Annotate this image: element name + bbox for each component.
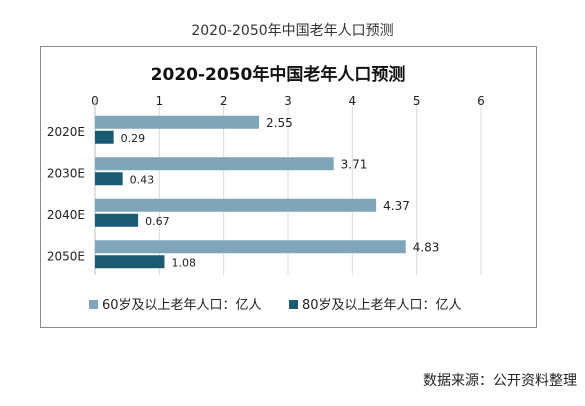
bar: [95, 115, 260, 129]
bar: [95, 172, 123, 186]
legend-swatch: [289, 300, 298, 309]
bar: [95, 213, 139, 227]
x-tick-label: 3: [284, 94, 292, 108]
legend-swatch: [89, 300, 98, 309]
legend-label: 60岁及以上老年人口：亿人: [102, 298, 262, 313]
x-tick-label: 1: [156, 94, 164, 108]
bar: [95, 198, 377, 212]
data-label: 2.55: [266, 116, 293, 130]
data-label: 3.71: [341, 157, 368, 171]
category-label: 2040E: [47, 208, 85, 222]
data-label: 4.83: [413, 240, 440, 254]
category-label: 2050E: [47, 249, 85, 263]
bar: [95, 240, 406, 254]
data-label: 4.37: [383, 199, 410, 213]
data-label: 0.29: [121, 132, 146, 145]
category-label: 2020E: [47, 125, 85, 139]
x-tick-label: 5: [413, 94, 421, 108]
data-label: 1.08: [171, 256, 196, 269]
source-note: 数据来源：公开资料整理: [423, 373, 577, 389]
bar: [95, 255, 165, 269]
x-tick-label: 2: [220, 94, 228, 108]
legend-label: 80岁及以上老年人口：亿人: [302, 298, 462, 313]
data-label: 0.67: [145, 215, 170, 228]
x-tick-label: 6: [477, 94, 485, 108]
x-tick-label: 4: [349, 94, 357, 108]
bar: [95, 130, 114, 144]
bar: [95, 157, 334, 171]
data-label: 0.43: [130, 173, 155, 186]
bar-chart: 2020-2050年中国老年人口预测01234562020E2.550.2920…: [47, 64, 485, 313]
chart-title: 2020-2050年中国老年人口预测: [151, 64, 406, 85]
category-label: 2030E: [47, 166, 85, 180]
page-title: 2020-2050年中国老年人口预测: [191, 23, 394, 39]
chart-frame: 2020-2050年中国老年人口预测01234562020E2.550.2920…: [40, 46, 537, 328]
